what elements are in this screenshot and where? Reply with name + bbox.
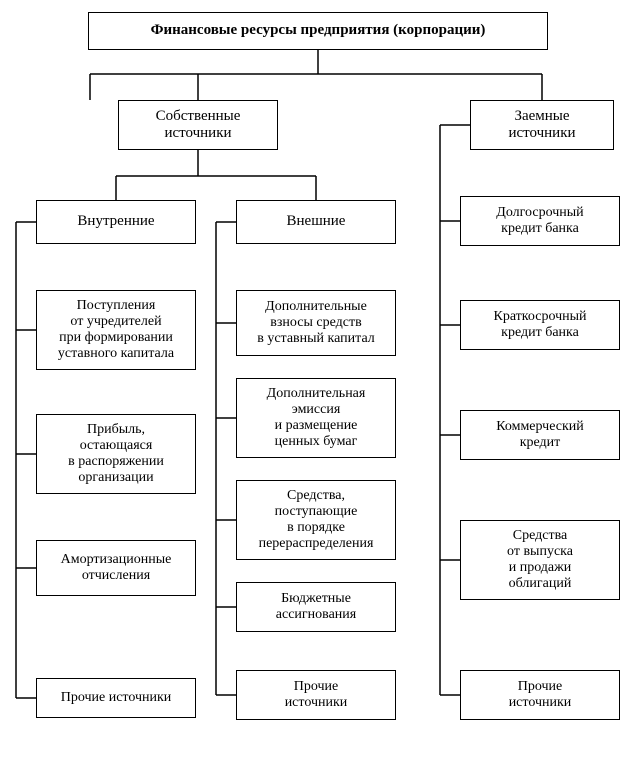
node-bor4: Средстваот выпускаи продажиоблигаций (460, 520, 620, 600)
node-ext3: Средства,поступающиев порядкеперераспред… (236, 480, 396, 560)
node-ext2: Дополнительнаяэмиссияи размещениеценных … (236, 378, 396, 458)
node-int4: Прочие источники (36, 678, 196, 718)
node-bor5: Прочиеисточники (460, 670, 620, 720)
node-h_int: Внутренние (36, 200, 196, 244)
node-bor3: Коммерческийкредит (460, 410, 620, 460)
node-ext1: Дополнительныевзносы средствв уставный к… (236, 290, 396, 356)
node-bor2: Краткосрочныйкредит банка (460, 300, 620, 350)
node-borrow: Заемныеисточники (470, 100, 614, 150)
node-own: Собственныеисточники (118, 100, 278, 150)
node-int3: Амортизационныеотчисления (36, 540, 196, 596)
node-int1: Поступленияот учредителейпри формировани… (36, 290, 196, 370)
node-ext4: Бюджетныеассигнования (236, 582, 396, 632)
node-ext5: Прочиеисточники (236, 670, 396, 720)
node-h_ext: Внешние (236, 200, 396, 244)
node-int2: Прибыль,остающаясяв распоряженииорганиза… (36, 414, 196, 494)
diagram-canvas: Финансовые ресурсы предприятия (корпорац… (0, 0, 634, 759)
node-bor1: Долгосрочныйкредит банка (460, 196, 620, 246)
node-root: Финансовые ресурсы предприятия (корпорац… (88, 12, 548, 50)
